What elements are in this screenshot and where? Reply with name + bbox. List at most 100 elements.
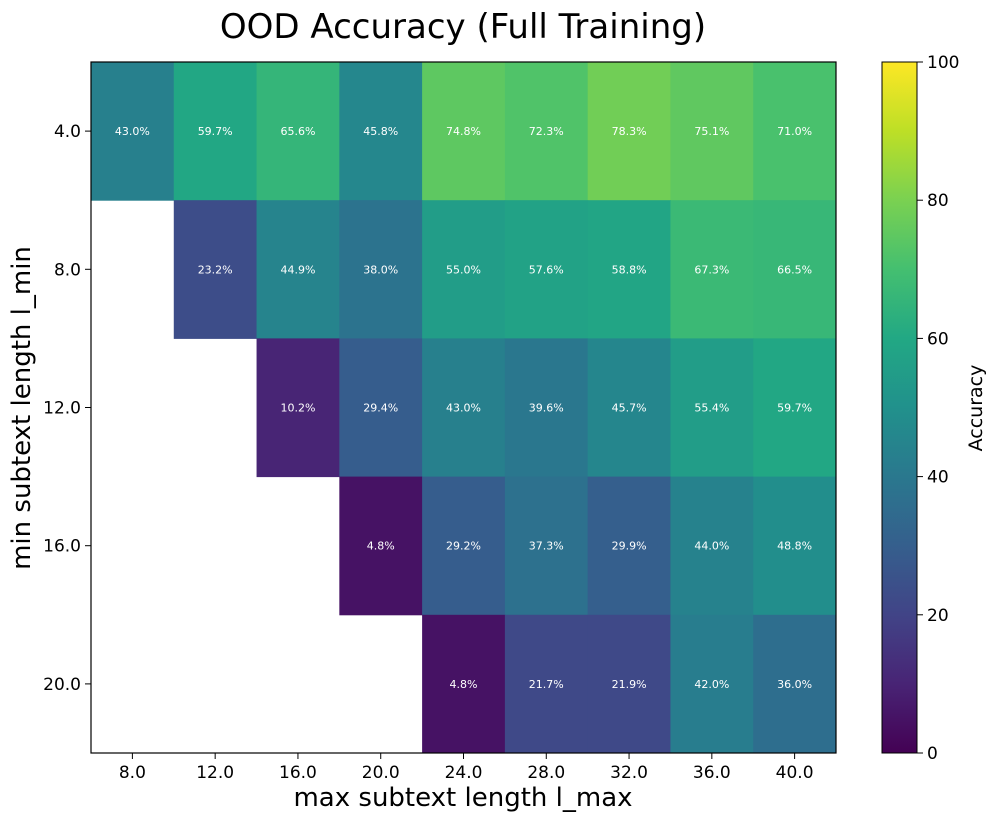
cell-value-label: 21.9% bbox=[612, 678, 647, 691]
heatmap-cell bbox=[753, 614, 837, 754]
heatmap-cell bbox=[422, 476, 506, 616]
heatmap-cell bbox=[504, 62, 589, 201]
cell-value-label: 43.0% bbox=[115, 125, 150, 138]
y-axis-ticks: 4.0 8.0 12.0 16.0 20.0 bbox=[43, 122, 91, 695]
heatmap-cell bbox=[670, 338, 754, 478]
colorbar-tick-label: 80 bbox=[927, 191, 949, 211]
cell-value-label: 48.8% bbox=[777, 540, 812, 553]
cell-value-label: 43.0% bbox=[446, 402, 481, 415]
cell-value-label: 10.2% bbox=[280, 402, 315, 415]
cell-value-label: 23.2% bbox=[198, 263, 233, 276]
colorbar bbox=[881, 61, 918, 754]
heatmap-cell bbox=[587, 200, 671, 339]
heatmap-cell bbox=[339, 62, 423, 201]
x-tick-label: 8.0 bbox=[119, 763, 146, 783]
y-tick-label: 20.0 bbox=[43, 675, 81, 695]
heatmap-cell bbox=[256, 338, 340, 478]
cell-value-label: 72.3% bbox=[529, 125, 564, 138]
cell-value-label: 71.0% bbox=[777, 125, 812, 138]
cell-value-label: 78.3% bbox=[612, 125, 647, 138]
cell-value-label: 29.2% bbox=[446, 540, 481, 553]
heatmap-cell bbox=[753, 62, 837, 201]
colorbar-tick-label: 0 bbox=[927, 744, 938, 764]
x-tick-label: 12.0 bbox=[196, 763, 234, 783]
colorbar-tick-label: 60 bbox=[927, 329, 949, 349]
cell-value-label: 74.8% bbox=[446, 125, 481, 138]
heatmap-cell bbox=[173, 200, 258, 339]
heatmap-cell bbox=[422, 200, 506, 339]
heatmap-cell bbox=[339, 476, 423, 616]
heatmap-cell bbox=[256, 62, 340, 201]
colorbar-tick-label: 40 bbox=[927, 468, 949, 488]
cell-value-label: 39.6% bbox=[529, 402, 564, 415]
cell-value-label: 59.7% bbox=[198, 125, 233, 138]
colorbar-tick-label: 20 bbox=[927, 606, 949, 626]
colorbar-ticks: 0 20 40 60 80 100 bbox=[917, 53, 959, 764]
y-tick-label: 16.0 bbox=[43, 537, 81, 557]
cell-labels: 43.0% 59.7% 65.6% 45.8% 74.8% 72.3% 78.3% 75.1%… bbox=[115, 125, 812, 691]
x-tick-label: 24.0 bbox=[445, 763, 483, 783]
heatmap-cell bbox=[173, 62, 258, 201]
heatmap-cell bbox=[587, 614, 671, 754]
cell-value-label: 4.8% bbox=[450, 678, 478, 691]
x-tick-label: 40.0 bbox=[776, 763, 814, 783]
y-tick-label: 8.0 bbox=[54, 260, 81, 280]
heatmap-cell bbox=[753, 338, 837, 478]
heatmap-cell bbox=[670, 62, 754, 201]
heatmap-cell bbox=[670, 614, 754, 754]
heatmap-cell bbox=[504, 614, 589, 754]
heatmap-cell bbox=[670, 476, 754, 616]
cell-value-label: 75.1% bbox=[694, 125, 729, 138]
cell-value-label: 29.9% bbox=[612, 540, 647, 553]
cell-value-label: 37.3% bbox=[529, 540, 564, 553]
heatmap-cell bbox=[422, 338, 506, 478]
cell-value-label: 21.7% bbox=[529, 678, 564, 691]
heatmap-cell bbox=[91, 62, 175, 201]
heatmap-cell bbox=[256, 200, 340, 339]
cell-value-label: 44.0% bbox=[694, 540, 729, 553]
heatmap-cell bbox=[753, 476, 837, 616]
chart-title: OOD Accuracy (Full Training) bbox=[220, 7, 706, 47]
cell-value-label: 45.7% bbox=[612, 402, 647, 415]
cell-value-label: 42.0% bbox=[694, 678, 729, 691]
cell-value-label: 66.5% bbox=[777, 263, 812, 276]
heatmap-cell bbox=[670, 200, 754, 339]
cell-value-label: 59.7% bbox=[777, 402, 812, 415]
x-axis-label: max subtext length l_max bbox=[293, 783, 632, 813]
cell-value-label: 44.9% bbox=[280, 263, 315, 276]
heatmap-cell bbox=[504, 476, 589, 616]
colorbar-tick-label: 100 bbox=[927, 53, 959, 73]
heatmap-cell bbox=[339, 200, 423, 339]
x-axis-ticks: 8.0 12.0 16.0 20.0 24.0 28.0 32.0 36.0 40.0 bbox=[119, 753, 814, 783]
heatmap-cell bbox=[504, 338, 589, 478]
cell-value-label: 29.4% bbox=[363, 402, 398, 415]
heatmap-cell bbox=[422, 62, 506, 201]
cell-value-label: 58.8% bbox=[612, 263, 647, 276]
heatmap-cells bbox=[91, 62, 837, 754]
x-tick-label: 16.0 bbox=[279, 763, 317, 783]
y-axis-label: min subtext length l_min bbox=[7, 246, 37, 570]
heatmap-cell bbox=[339, 338, 423, 478]
heatmap-cell bbox=[422, 614, 506, 754]
cell-value-label: 45.8% bbox=[363, 125, 398, 138]
cell-value-label: 4.8% bbox=[367, 540, 395, 553]
cell-value-label: 65.6% bbox=[280, 125, 315, 138]
x-tick-label: 28.0 bbox=[527, 763, 565, 783]
heatmap-cell bbox=[587, 476, 671, 616]
y-tick-label: 12.0 bbox=[43, 399, 81, 419]
cell-value-label: 36.0% bbox=[777, 678, 812, 691]
cell-value-label: 55.4% bbox=[694, 402, 729, 415]
heatmap-cell bbox=[753, 200, 837, 339]
colorbar-label: Accuracy bbox=[965, 365, 987, 452]
cell-value-label: 38.0% bbox=[363, 263, 398, 276]
cell-value-label: 57.6% bbox=[529, 263, 564, 276]
heatmap-cell bbox=[587, 62, 671, 201]
x-tick-label: 20.0 bbox=[362, 763, 400, 783]
x-tick-label: 36.0 bbox=[693, 763, 731, 783]
heatmap-cell bbox=[504, 200, 589, 339]
x-tick-label: 32.0 bbox=[610, 763, 648, 783]
heatmap-cell bbox=[587, 338, 671, 478]
cell-value-label: 67.3% bbox=[694, 263, 729, 276]
cell-value-label: 55.0% bbox=[446, 263, 481, 276]
